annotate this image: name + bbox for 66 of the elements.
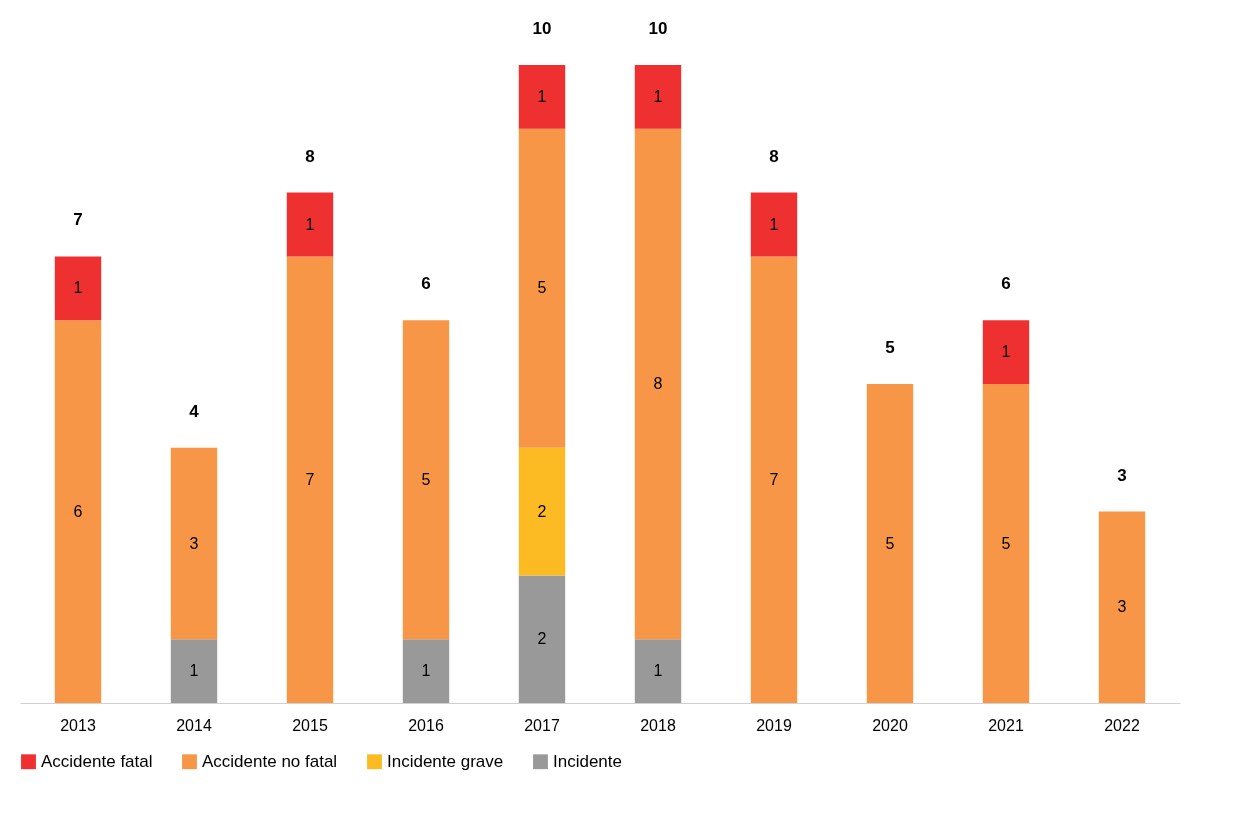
total-label: 4 — [189, 401, 200, 421]
data-label: 5 — [537, 279, 547, 297]
bar — [1098, 511, 1146, 703]
data-label: 1 — [1001, 343, 1011, 361]
total-label: 10 — [532, 19, 552, 38]
x-tick-label: 2020 — [872, 716, 908, 734]
x-tick-label: 2015 — [292, 716, 328, 734]
total-label: 8 — [305, 146, 315, 166]
bar — [982, 320, 1030, 384]
legend-label: Accidente no fatal — [202, 751, 338, 771]
bar — [518, 65, 566, 129]
data-label: 1 — [653, 87, 663, 105]
data-label: 1 — [421, 662, 431, 680]
bar — [286, 192, 334, 257]
bar — [402, 320, 450, 640]
bar — [54, 320, 102, 703]
bar — [286, 256, 334, 703]
x-tick-label: 2016 — [408, 716, 444, 734]
data-label: 2 — [537, 630, 547, 648]
data-label: 7 — [305, 470, 315, 488]
data-label: 3 — [189, 534, 199, 552]
data-label: 1 — [537, 87, 547, 105]
total-label: 5 — [885, 338, 895, 357]
bar — [634, 128, 682, 640]
x-tick-label: 2022 — [1104, 716, 1140, 734]
data-label: 1 — [653, 662, 663, 680]
x-tick-label: 2019 — [756, 716, 792, 734]
bar — [402, 639, 450, 703]
bar — [634, 639, 682, 703]
x-tick-label: 2013 — [60, 716, 96, 734]
data-label: 1 — [305, 215, 315, 233]
data-label: 6 — [73, 502, 83, 520]
x-tick-label: 2018 — [640, 716, 676, 734]
data-label: 5 — [885, 534, 895, 552]
bar — [54, 256, 102, 321]
data-label: 1 — [189, 662, 199, 680]
data-label: 2 — [537, 502, 547, 520]
data-label: 7 — [769, 470, 779, 488]
bar — [518, 575, 566, 703]
data-label: 5 — [421, 470, 431, 488]
bar — [170, 639, 218, 703]
data-label: 5 — [1001, 534, 1011, 552]
total-label: 7 — [73, 210, 83, 230]
x-tick-label: 2017 — [524, 716, 560, 734]
bar — [982, 384, 1030, 703]
bar — [518, 447, 566, 576]
data-label: 1 — [73, 279, 83, 297]
x-tick-label: 2021 — [988, 716, 1024, 734]
bar — [750, 192, 798, 257]
legend-label: Incidente — [553, 751, 622, 771]
legend-label: Incidente grave — [387, 751, 504, 771]
bar — [634, 65, 682, 129]
total-label: 3 — [1117, 465, 1127, 485]
data-label: 1 — [769, 215, 779, 233]
bar — [750, 256, 798, 703]
bar — [866, 384, 914, 703]
data-label: 3 — [1117, 598, 1127, 616]
bar — [518, 128, 566, 448]
data-label: 8 — [653, 375, 663, 392]
legend-label: Accidente fatal — [41, 751, 153, 771]
total-label: 6 — [1001, 274, 1011, 294]
bar — [170, 447, 218, 640]
total-label: 6 — [421, 274, 431, 294]
x-tick-label: 2014 — [176, 716, 212, 734]
total-label: 10 — [648, 19, 668, 38]
total-label: 8 — [769, 146, 779, 166]
